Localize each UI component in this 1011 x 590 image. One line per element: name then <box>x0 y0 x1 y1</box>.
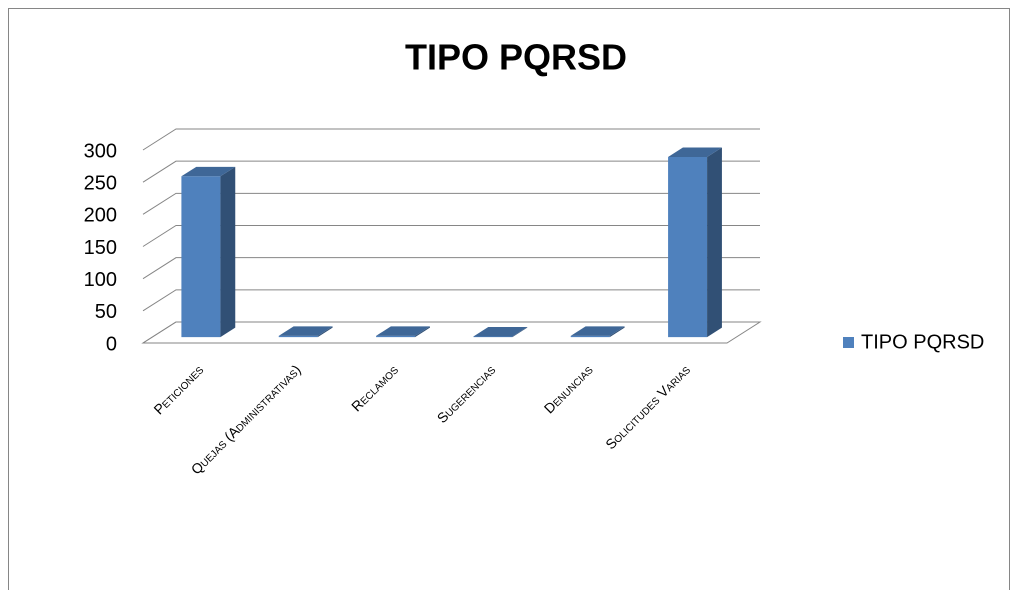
grid-line <box>142 160 760 183</box>
y-tick-label: 150 <box>84 237 117 259</box>
grid-line <box>142 289 760 312</box>
y-tick-label: 0 <box>106 333 117 355</box>
bar-top <box>181 166 236 177</box>
bar-side <box>317 326 333 338</box>
grid-line <box>142 257 760 280</box>
bar-top <box>278 326 333 336</box>
grid-line <box>142 192 760 215</box>
y-tick-label: 100 <box>84 269 117 291</box>
grid-line <box>142 225 760 247</box>
y-tick-label: 250 <box>84 172 117 194</box>
bar-top <box>570 326 625 336</box>
bar-side <box>415 326 430 338</box>
bar <box>278 326 333 338</box>
y-tick-label: 50 <box>95 301 117 323</box>
bar <box>570 326 625 338</box>
y-tick-label: 300 <box>84 140 117 162</box>
bar-side <box>220 166 236 338</box>
bar-side <box>609 326 625 338</box>
bar-front <box>668 156 708 338</box>
bar-front <box>278 335 318 338</box>
bar-top <box>668 147 722 157</box>
bar-side <box>707 147 722 338</box>
bar-front <box>570 335 610 338</box>
bar-front <box>181 176 221 338</box>
bar <box>473 327 528 338</box>
bar-side <box>512 327 528 338</box>
chart-title: TIPO PQRSD <box>405 37 627 78</box>
legend-swatch <box>843 337 854 348</box>
chart-border <box>8 8 1010 590</box>
bar-front <box>376 335 416 338</box>
grid-line <box>142 128 760 151</box>
bar-top <box>473 327 528 337</box>
bar <box>181 166 236 338</box>
legend-label: TIPO PQRSD <box>861 331 984 353</box>
y-tick-label: 200 <box>84 205 117 227</box>
bar <box>668 147 722 338</box>
bar <box>376 326 430 338</box>
bar-front <box>473 336 513 338</box>
bar-top <box>376 326 430 336</box>
grid-line <box>142 321 760 344</box>
